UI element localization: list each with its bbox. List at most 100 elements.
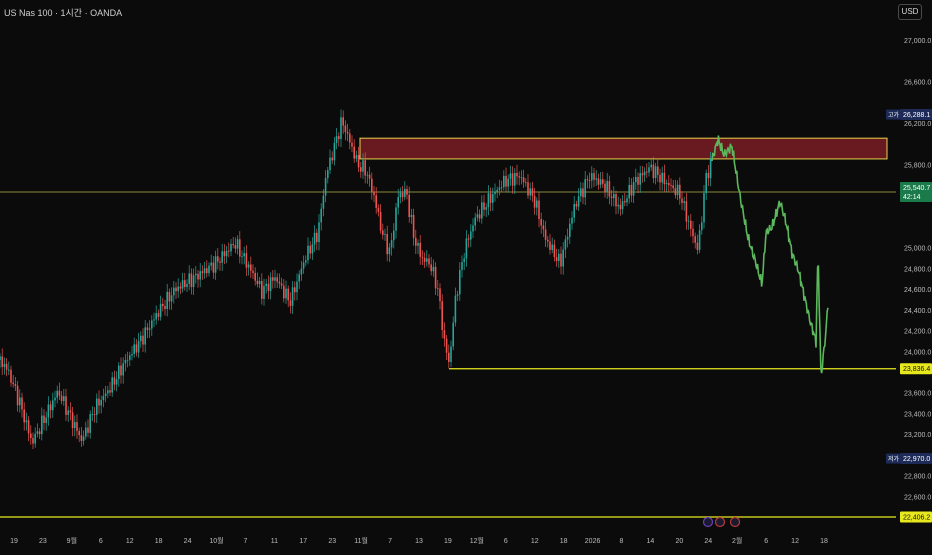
candle-body <box>597 178 600 185</box>
candle-body <box>41 415 43 435</box>
candle-body <box>696 242 699 250</box>
candle-body <box>214 256 217 273</box>
candle-body <box>74 422 76 428</box>
candle-body <box>100 400 102 406</box>
high-tag: 고가 <box>888 111 900 119</box>
candle-body <box>289 300 292 306</box>
candle-body <box>377 208 380 212</box>
high-price-label: 26,288.1 <box>903 112 930 119</box>
candle-body <box>12 382 14 385</box>
high-price-label-bg <box>900 109 932 121</box>
candle-body <box>3 363 6 367</box>
candle-body <box>527 182 529 196</box>
candle-body <box>540 218 542 226</box>
chart-title: US Nas 100 · 1시간 · OANDA <box>4 8 123 18</box>
candle-body <box>208 265 210 274</box>
candle-body <box>298 274 300 282</box>
candle-body <box>698 230 701 250</box>
candle-body <box>692 228 694 237</box>
candle-body <box>395 207 397 231</box>
candle-body <box>412 214 415 238</box>
y-tick-label: 27,000.0 <box>904 38 931 45</box>
y-tick-label: 24,200.0 <box>904 329 931 336</box>
candle-body <box>683 201 685 203</box>
x-tick-label: 24 <box>184 538 192 545</box>
currency-button[interactable]: USD <box>898 4 922 20</box>
candle-body <box>102 396 105 401</box>
candle-body <box>586 179 589 181</box>
x-tick-label: 12월 <box>470 536 484 545</box>
candle-body <box>648 167 650 173</box>
low-tag: 저가 <box>888 455 900 463</box>
candle-body <box>175 287 177 292</box>
candle-body <box>679 184 681 199</box>
candle-body <box>663 172 666 185</box>
candle-body <box>531 188 534 196</box>
candle-body <box>362 160 364 172</box>
x-tick-label: 18 <box>820 538 828 545</box>
candle-body <box>278 281 281 284</box>
candle-body <box>157 313 160 317</box>
candle-body <box>25 420 28 423</box>
candle-body <box>38 431 41 435</box>
x-tick-label: 18 <box>155 538 163 545</box>
candle-body <box>432 266 435 272</box>
y-tick-label: 22,600.0 <box>904 494 931 501</box>
current-price-label-bg <box>900 182 932 203</box>
candle-body <box>595 178 597 180</box>
candle-body <box>694 236 696 243</box>
y-tick-label: 23,400.0 <box>904 411 931 418</box>
candle-body <box>393 230 395 241</box>
candle-body <box>404 188 406 198</box>
candle-body <box>115 379 118 385</box>
candle-body <box>373 191 375 196</box>
y-tick-label: 26,200.0 <box>904 121 931 128</box>
candle-body <box>19 397 21 406</box>
candle-body <box>195 273 197 276</box>
candle-body <box>399 192 402 198</box>
candle-body <box>329 157 331 171</box>
candle-body <box>617 204 619 207</box>
candle-body <box>300 268 303 275</box>
candle-body <box>254 272 256 281</box>
candle-body <box>476 214 479 218</box>
candle-body <box>333 142 336 161</box>
candle-body <box>184 280 186 288</box>
candle-body <box>109 390 111 393</box>
candle-body <box>236 239 239 249</box>
candle-body <box>142 335 144 345</box>
candle-body <box>327 170 329 179</box>
candle-body <box>221 251 223 263</box>
y-tick-label: 26,600.0 <box>904 80 931 87</box>
candle-body <box>49 404 52 411</box>
candle-body <box>353 146 355 159</box>
x-tick-label: 20 <box>675 538 683 545</box>
candle-body <box>23 409 25 423</box>
candle-body <box>454 295 457 323</box>
candle-body <box>701 222 703 231</box>
candle-body <box>368 174 371 179</box>
x-tick-label: 24 <box>704 538 712 545</box>
x-tick-label: 6 <box>764 538 768 545</box>
candle-body <box>408 194 410 218</box>
candle-body <box>415 237 417 246</box>
candle-body <box>250 264 252 271</box>
candle-body <box>243 253 245 257</box>
candle-body <box>274 277 276 281</box>
candle-body <box>159 303 162 317</box>
candle-body <box>146 327 149 330</box>
x-tick-label: 2월 <box>732 536 742 545</box>
candle-body <box>525 182 527 183</box>
candle-body <box>113 377 116 385</box>
y-tick-label: 24,400.0 <box>904 308 931 315</box>
lower-support-price-label: 22,406.2 <box>903 514 930 521</box>
x-tick-label: 23 <box>39 538 47 545</box>
candle-body <box>430 264 432 272</box>
candle-body <box>228 250 230 252</box>
candle-body <box>63 396 65 402</box>
candle-body <box>60 395 63 402</box>
x-tick-label: 14 <box>647 538 655 545</box>
candle-body <box>544 229 547 240</box>
